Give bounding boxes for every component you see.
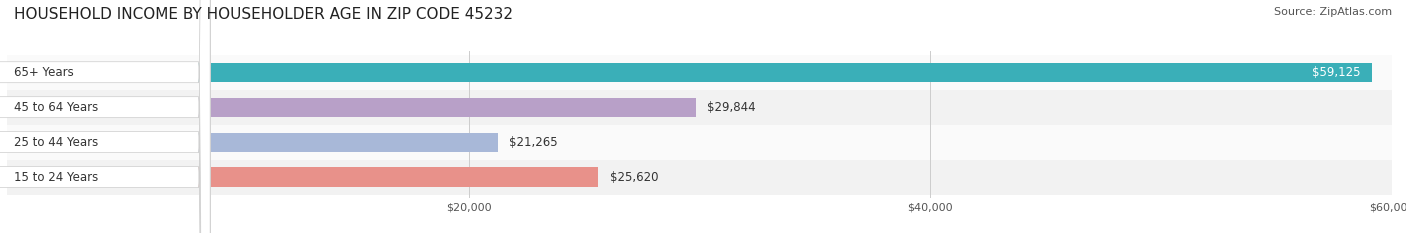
Text: $59,125: $59,125 xyxy=(1312,66,1360,79)
FancyBboxPatch shape xyxy=(0,0,209,233)
Text: $21,265: $21,265 xyxy=(509,136,558,149)
FancyBboxPatch shape xyxy=(0,0,209,233)
Bar xyxy=(7,133,498,152)
FancyBboxPatch shape xyxy=(0,0,209,233)
Bar xyxy=(7,98,696,117)
FancyBboxPatch shape xyxy=(0,0,209,233)
Text: 15 to 24 Years: 15 to 24 Years xyxy=(14,171,98,184)
Text: $29,844: $29,844 xyxy=(707,101,756,114)
Bar xyxy=(7,55,1392,90)
Bar xyxy=(7,168,599,187)
Text: HOUSEHOLD INCOME BY HOUSEHOLDER AGE IN ZIP CODE 45232: HOUSEHOLD INCOME BY HOUSEHOLDER AGE IN Z… xyxy=(14,7,513,22)
Text: 45 to 64 Years: 45 to 64 Years xyxy=(14,101,98,114)
Text: 25 to 44 Years: 25 to 44 Years xyxy=(14,136,98,149)
Text: $25,620: $25,620 xyxy=(610,171,658,184)
Bar xyxy=(7,90,1392,125)
Bar xyxy=(7,125,1392,160)
Bar xyxy=(7,63,1372,82)
Text: Source: ZipAtlas.com: Source: ZipAtlas.com xyxy=(1274,7,1392,17)
Text: 65+ Years: 65+ Years xyxy=(14,66,73,79)
Bar xyxy=(7,160,1392,195)
